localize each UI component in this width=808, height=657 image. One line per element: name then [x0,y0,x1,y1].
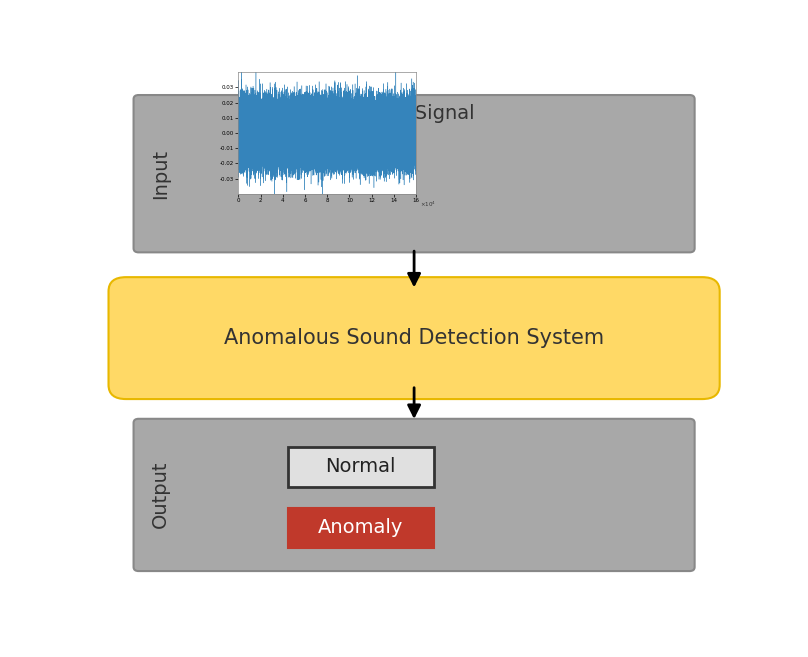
Text: Output: Output [151,461,170,528]
FancyBboxPatch shape [288,447,434,487]
FancyBboxPatch shape [288,508,434,548]
FancyBboxPatch shape [133,95,695,252]
Text: $\times10^4$: $\times10^4$ [419,200,436,209]
Text: Input: Input [151,149,170,199]
Text: Audio Signal: Audio Signal [353,104,475,123]
Text: Anomaly: Anomaly [318,518,403,537]
Text: Anomalous Sound Detection System: Anomalous Sound Detection System [224,328,604,348]
FancyBboxPatch shape [108,277,720,399]
FancyBboxPatch shape [133,419,695,571]
Text: Normal: Normal [326,457,396,476]
